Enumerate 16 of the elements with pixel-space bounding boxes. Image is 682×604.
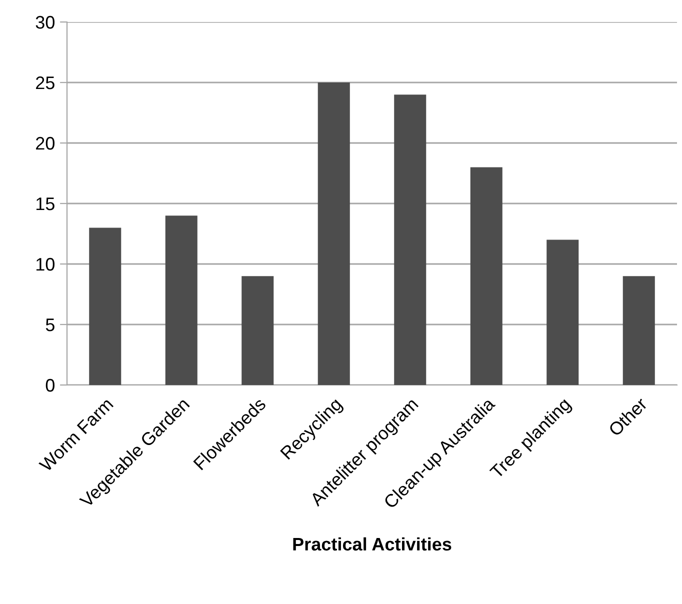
bar — [394, 94, 426, 385]
bar — [242, 276, 274, 385]
bar — [470, 167, 502, 385]
y-tick-label: 30 — [36, 16, 54, 29]
bar — [546, 240, 579, 385]
y-tick-label: 25 — [36, 76, 54, 90]
y-tick-label: 5 — [46, 318, 54, 332]
bar — [165, 216, 198, 385]
y-tick-label: 10 — [36, 258, 54, 271]
bar — [318, 82, 350, 385]
y-tick-label: 0 — [46, 378, 54, 392]
bar — [622, 276, 655, 385]
y-tick-label: 20 — [36, 136, 54, 150]
x-axis-title: Practical Activities — [293, 537, 452, 551]
y-tick-label: 15 — [36, 198, 54, 210]
bar — [89, 228, 122, 385]
